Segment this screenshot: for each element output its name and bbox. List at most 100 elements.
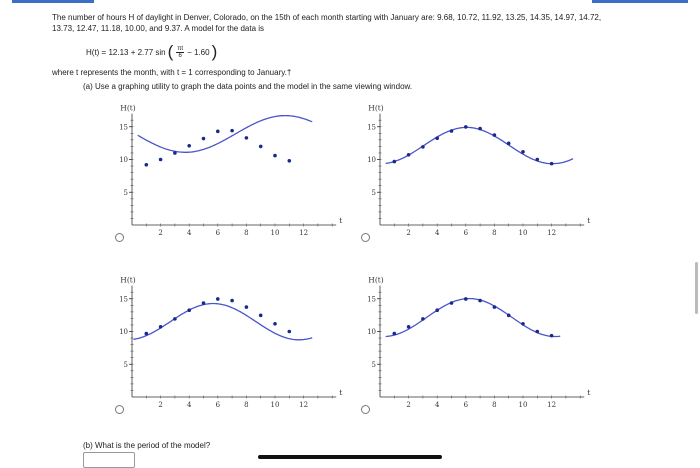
- option-c-radio[interactable]: [115, 405, 124, 414]
- x-tick-label: 6: [464, 229, 469, 237]
- data-point: [464, 125, 468, 129]
- data-point: [258, 313, 263, 318]
- y-tick-label: 15: [119, 123, 128, 131]
- x-tick-label: 12: [299, 401, 308, 409]
- problem-line-1: The number of hours H of daylight in Den…: [52, 13, 602, 22]
- home-indicator: [258, 455, 442, 459]
- data-point: [492, 305, 497, 309]
- y-axis-title: H(t): [368, 104, 383, 113]
- x-tick-label: 10: [271, 229, 280, 237]
- problem-statement: The number of hours H of daylight in Den…: [52, 12, 682, 34]
- x-axis-title: t: [339, 388, 342, 397]
- variable-description: where t represents the month, with t = 1…: [52, 68, 292, 77]
- data-point: [230, 128, 234, 133]
- graph-option-a: 2 4 6 8 10 12 5 10 15 H(t) t: [119, 104, 342, 237]
- y-tick-label: 15: [367, 295, 376, 303]
- option-d-radio[interactable]: [361, 405, 370, 414]
- top-accent-bar-right: [592, 0, 688, 3]
- data-point: [535, 329, 540, 334]
- data-point: [216, 297, 220, 301]
- x-tick-label: 10: [519, 401, 528, 409]
- model-fraction-numerator: πt: [176, 45, 185, 53]
- x-tick-label: 8: [492, 229, 496, 237]
- x-tick-label: 2: [406, 229, 410, 237]
- y-tick-label: 10: [119, 328, 128, 336]
- data-point: [549, 333, 554, 338]
- part-b-prompt: (b) What is the period of the model?: [83, 441, 211, 450]
- x-axis-title: t: [339, 216, 342, 225]
- data-point: [201, 301, 206, 305]
- data-point: [449, 301, 454, 305]
- data-point: [287, 159, 292, 163]
- x-tick-label: 12: [547, 401, 556, 409]
- data-point: [173, 151, 177, 155]
- x-tick-label: 4: [435, 401, 440, 409]
- page-scrollbar[interactable]: [695, 262, 698, 314]
- option-a-radio[interactable]: [115, 233, 124, 242]
- data-point: [406, 324, 411, 329]
- data-point: [187, 143, 191, 148]
- data-point: [273, 321, 277, 326]
- data-point: [521, 149, 525, 154]
- data-point: [287, 329, 292, 334]
- data-point: [216, 129, 220, 134]
- data-point: [449, 129, 454, 133]
- data-point: [158, 157, 163, 162]
- data-point: [492, 133, 497, 137]
- data-point: [392, 159, 397, 164]
- y-tick-label: 10: [367, 328, 376, 336]
- model-fraction: πt 6: [176, 45, 185, 59]
- part-a-prompt: (a) Use a graphing utility to graph the …: [83, 82, 413, 91]
- data-point: [187, 308, 191, 313]
- x-tick-label: 4: [187, 401, 192, 409]
- data-point: [421, 145, 425, 149]
- data-point: [478, 126, 482, 131]
- data-point: [464, 297, 468, 301]
- data-point: [421, 317, 425, 321]
- data-point: [392, 331, 397, 336]
- y-axis-title: H(t): [120, 276, 135, 285]
- data-point: [144, 162, 149, 167]
- x-axis-title: t: [587, 216, 590, 225]
- model-fraction-denominator: 6: [178, 52, 182, 59]
- x-tick-label: 4: [435, 229, 440, 237]
- data-point: [158, 324, 163, 329]
- graph-option-b: 2 4 6 8 10 12 5 10 15 H(t) t: [367, 104, 590, 237]
- graph-option-d: 2 4 6 8 10 12 5 10 15 H(t) t: [367, 276, 590, 409]
- y-tick-label: 5: [372, 189, 376, 197]
- data-point: [506, 313, 511, 318]
- data-point: [478, 298, 482, 303]
- x-tick-label: 6: [216, 401, 221, 409]
- data-point: [144, 331, 149, 336]
- x-tick-label: 6: [464, 401, 469, 409]
- y-tick-label: 5: [124, 361, 128, 369]
- data-point: [435, 308, 439, 313]
- x-tick-label: 10: [271, 401, 280, 409]
- x-tick-label: 6: [216, 229, 221, 237]
- x-tick-label: 8: [492, 401, 496, 409]
- data-point: [244, 136, 249, 140]
- data-point: [244, 305, 249, 309]
- y-axis-title: H(t): [120, 104, 135, 113]
- x-tick-label: 2: [158, 401, 162, 409]
- data-point: [173, 317, 177, 321]
- y-axis-title: H(t): [368, 276, 383, 285]
- x-tick-label: 8: [244, 401, 248, 409]
- data-point: [273, 153, 277, 158]
- x-tick-label: 2: [406, 401, 410, 409]
- problem-line-2: 13.73, 12.47, 11.18, 10.00, and 9.37. A …: [52, 24, 265, 33]
- y-tick-label: 5: [124, 189, 128, 197]
- x-tick-label: 10: [519, 229, 528, 237]
- model-curve: [385, 126, 574, 165]
- model-curve: [137, 114, 313, 153]
- y-tick-label: 10: [119, 156, 128, 164]
- data-point: [230, 298, 234, 303]
- y-tick-label: 15: [119, 295, 128, 303]
- model-tail: − 1.60: [187, 47, 210, 57]
- graph-option-c: 2 4 6 8 10 12 5 10 15 H(t) t: [119, 276, 342, 409]
- x-tick-label: 2: [158, 229, 162, 237]
- option-b-radio[interactable]: [361, 233, 370, 242]
- data-point: [521, 321, 525, 326]
- data-point: [258, 144, 263, 149]
- period-answer-input[interactable]: [83, 452, 135, 468]
